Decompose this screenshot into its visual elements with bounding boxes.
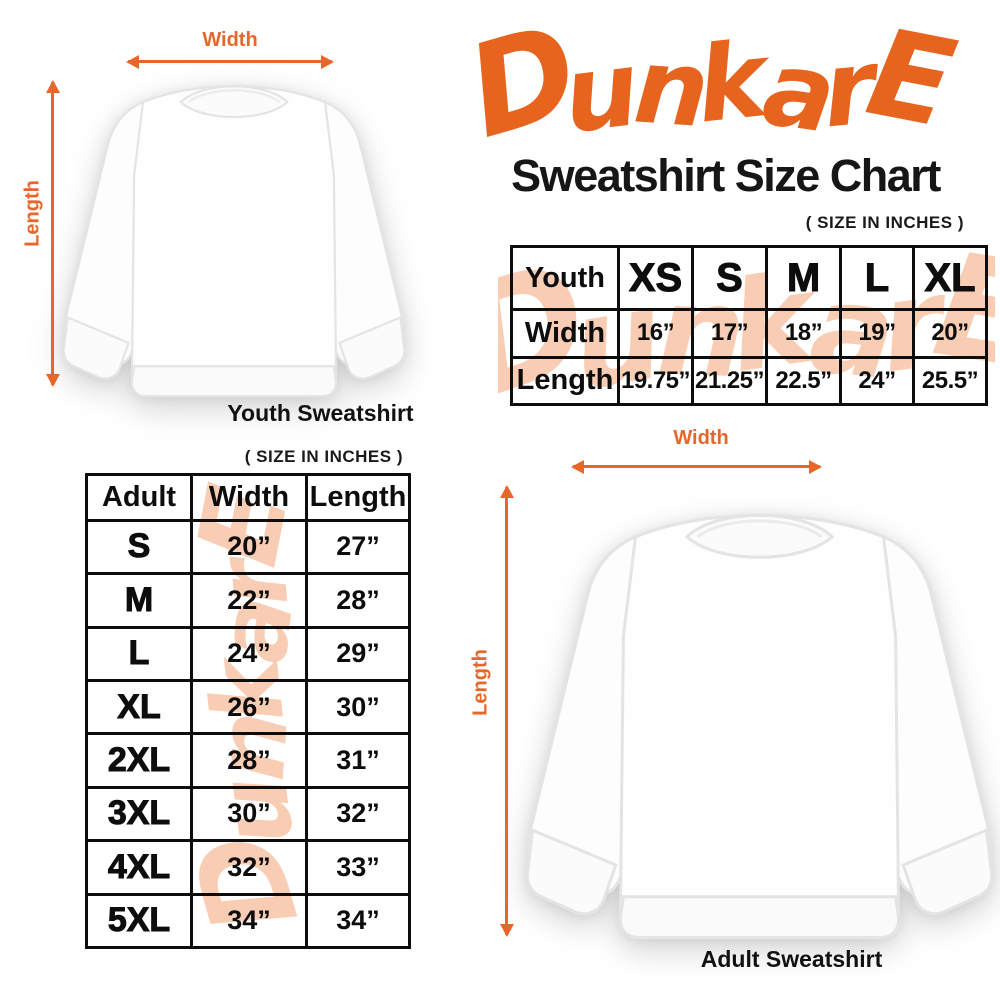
adult-length-xl: 30”: [305, 678, 411, 736]
adult-width-2xl: 28”: [190, 732, 308, 789]
youth-size-header-xs: XS: [617, 244, 694, 312]
size-in-inches-note-adult: ( SIZE IN INCHES ): [244, 447, 403, 466]
adult-length-arrow-icon: [505, 487, 508, 935]
adult-table-corner-cell: Adult: [85, 473, 193, 522]
youth-width-xl: 20”: [912, 308, 988, 359]
youth-length-row-label: Length: [510, 355, 620, 407]
adult-length-l: 29”: [305, 625, 411, 682]
youth-length-arrow-icon: [51, 82, 54, 385]
adult-row-3xl: 3XL 30” 32”: [85, 785, 411, 843]
adult-size-l: L: [85, 625, 193, 682]
adult-length-s: 27”: [305, 518, 411, 576]
adult-width-arrow-icon: [573, 465, 820, 468]
adult-size-s: S: [85, 518, 193, 576]
youth-length-row: Length 19.75” 21.25” 22.5” 24” 25.5”: [510, 355, 988, 407]
adult-width-header: Width: [190, 473, 308, 522]
adult-size-4xl: 4XL: [85, 839, 193, 896]
adult-row-m: M 22” 28”: [85, 572, 411, 629]
adult-size-xl: XL: [85, 678, 193, 736]
adult-length-header: Length: [305, 473, 411, 522]
page-title: Sweatshirt Size Chart: [511, 150, 941, 201]
youth-length-s: 21.25”: [691, 355, 768, 407]
youth-width-s: 17”: [691, 308, 768, 359]
adult-size-5xl: 5XL: [85, 892, 193, 949]
adult-width-4xl: 32”: [190, 839, 308, 896]
adult-table-header-row: Adult Width Length: [85, 473, 411, 522]
adult-width-s: 20”: [190, 518, 308, 576]
dunkare-logo: DunkarE: [432, 0, 988, 168]
adult-length-m: 28”: [305, 572, 411, 629]
youth-size-header-l: L: [839, 244, 915, 312]
adult-row-4xl: 4XL 32” 33”: [85, 839, 411, 896]
adult-width-5xl: 34”: [190, 892, 308, 949]
adult-width-l: 24”: [190, 625, 308, 682]
youth-length-xl: 25.5”: [912, 355, 988, 407]
youth-length-l: 24”: [839, 355, 915, 407]
youth-sweatshirt-image: [62, 85, 406, 398]
youth-sweatshirt-caption: Youth Sweatshirt: [227, 400, 414, 426]
youth-length-m: 22.5”: [765, 355, 842, 407]
dunkare-logo-text: DunkarE: [452, 0, 957, 168]
youth-width-arrow-icon: [128, 60, 332, 63]
youth-width-row-label: Width: [510, 308, 620, 359]
adult-width-label: Width: [673, 427, 729, 449]
adult-length-5xl: 34”: [305, 892, 411, 949]
adult-length-2xl: 31”: [305, 732, 411, 789]
adult-row-l: L 24” 29”: [85, 625, 411, 682]
youth-size-table: Youth XS S M L XL Width 16” 17” 18” 19” …: [510, 244, 988, 407]
youth-width-l: 19”: [839, 308, 915, 359]
adult-size-m: M: [85, 572, 193, 629]
youth-size-header-xl: XL: [912, 244, 988, 312]
size-in-inches-note-top: ( SIZE IN INCHES ): [805, 213, 964, 232]
adult-size-table: Adult Width Length S 20” 27” M 22” 28” L…: [85, 473, 411, 949]
adult-size-3xl: 3XL: [85, 785, 193, 843]
youth-size-header-m: M: [765, 244, 842, 312]
youth-length-label: Length: [21, 180, 44, 247]
adult-length-3xl: 32”: [305, 785, 411, 843]
adult-length-4xl: 33”: [305, 839, 411, 896]
adult-sweatshirt-image: [525, 513, 994, 940]
adult-width-m: 22”: [190, 572, 308, 629]
adult-sweatshirt-caption: Adult Sweatshirt: [700, 946, 883, 972]
adult-row-2xl: 2XL 28” 31”: [85, 732, 411, 789]
adult-width-3xl: 30”: [190, 785, 308, 843]
adult-width-xl: 26”: [190, 678, 308, 736]
youth-table-corner-cell: Youth: [510, 244, 620, 312]
youth-width-m: 18”: [765, 308, 842, 359]
adult-length-label: Length: [469, 649, 492, 716]
adult-row-5xl: 5XL 34” 34”: [85, 892, 411, 949]
youth-table-header-row: Youth XS S M L XL: [510, 244, 988, 312]
youth-width-xs: 16”: [617, 308, 694, 359]
youth-width-label: Width: [202, 29, 258, 51]
youth-size-header-s: S: [691, 244, 768, 312]
youth-width-row: Width 16” 17” 18” 19” 20”: [510, 308, 988, 359]
adult-row-s: S 20” 27”: [85, 518, 411, 576]
adult-size-2xl: 2XL: [85, 732, 193, 789]
youth-length-xs: 19.75”: [617, 355, 694, 407]
adult-row-xl: XL 26” 30”: [85, 678, 411, 736]
